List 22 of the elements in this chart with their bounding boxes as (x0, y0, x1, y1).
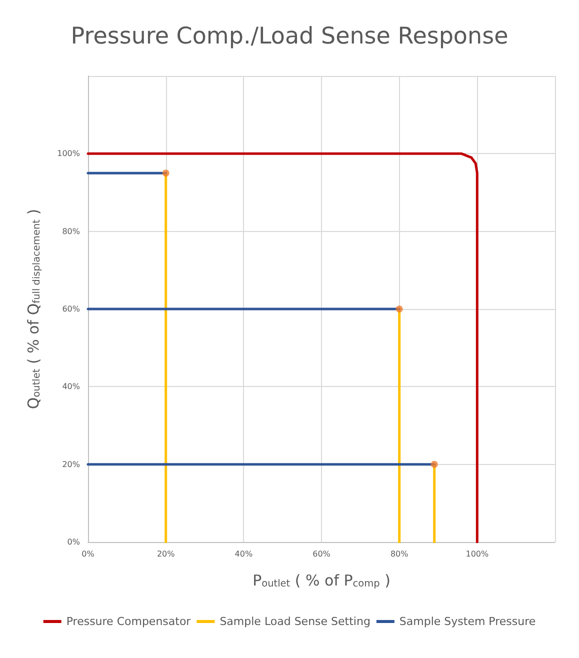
x-tick-label: 40% (234, 550, 253, 558)
x-axis-title: Poutlet ( % of Pcomp ) (252, 571, 390, 590)
point (162, 170, 170, 177)
legend-label: Sample System Pressure (399, 615, 536, 628)
chart-title: Pressure Comp./Load Sense Response (70, 24, 508, 50)
legend-label: Sample Load Sense Setting (220, 615, 370, 628)
y-tick-label: 40% (62, 382, 80, 392)
x-tick-label: 0% (82, 550, 95, 558)
y-axis-title: Qoutlet ( % of Qfull displacement ) (24, 208, 43, 410)
point (430, 460, 438, 468)
x-tick-label: 100% (466, 550, 489, 558)
y-tick-label: 20% (62, 460, 80, 469)
y-tick-label: 100% (57, 149, 80, 158)
line-series (86, 152, 478, 544)
y-tick-label: 80% (62, 226, 80, 236)
y-tick-label: 60% (62, 304, 80, 314)
point (396, 306, 403, 312)
x-tick-label: 60% (312, 550, 331, 558)
x-tick-label: 80% (390, 550, 409, 558)
y-tick-label: 0% (67, 538, 80, 546)
legend-label: Pressure Compensator (66, 615, 192, 628)
x-tick-label: 20% (156, 550, 176, 558)
